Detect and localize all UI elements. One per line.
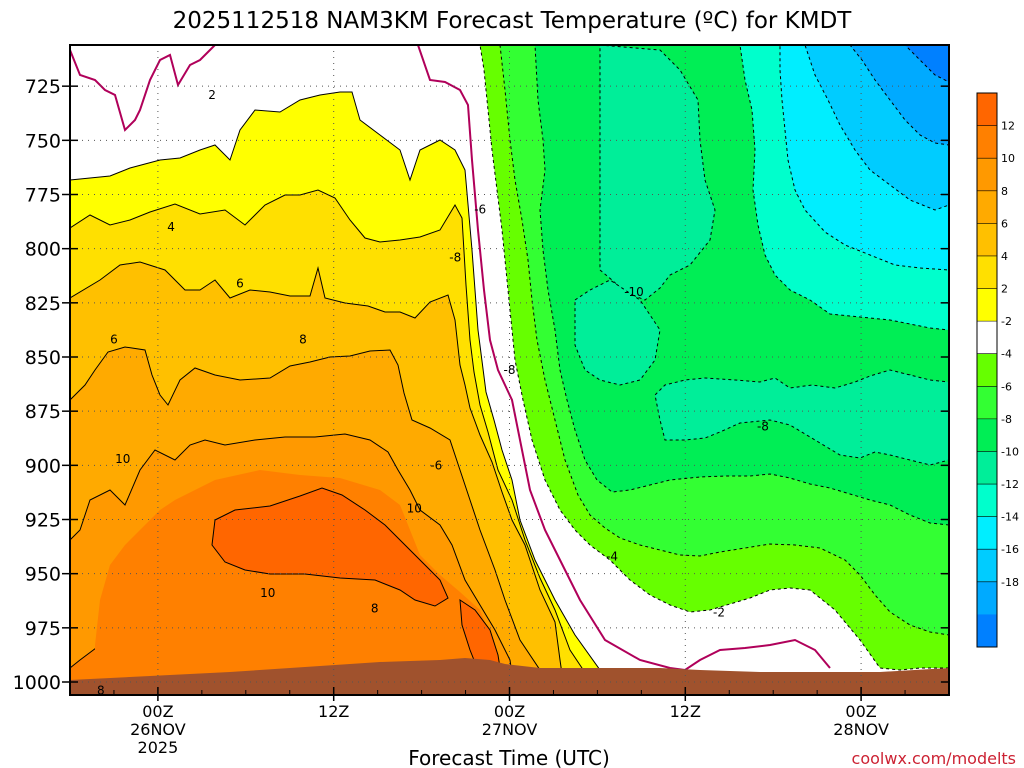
x-tick-label: 00Z bbox=[845, 702, 876, 721]
colorbar-swatch bbox=[977, 125, 997, 159]
colorbar-swatch bbox=[977, 516, 997, 550]
colorbar-swatch bbox=[977, 93, 997, 127]
colorbar-swatch bbox=[977, 321, 997, 355]
y-tick-label: 800 bbox=[25, 239, 61, 261]
contour-label: -2 bbox=[713, 606, 725, 620]
x-tick-label: 12Z bbox=[670, 702, 701, 721]
colorbar-label: -12 bbox=[1001, 478, 1019, 491]
chart-title: 2025112518 NAM3KM Forecast Temperature (… bbox=[173, 8, 853, 34]
contour-label: -8 bbox=[449, 250, 461, 264]
y-tick-label: 950 bbox=[25, 564, 61, 586]
x-tick-label: 26NOV bbox=[130, 720, 186, 739]
band-m8-main bbox=[600, 45, 949, 466]
contour-label: 6 bbox=[236, 276, 244, 290]
y-tick-label: 900 bbox=[25, 455, 61, 477]
colorbar: 12 10 8 6 4 2 -2 -4 -6 -8 -10 -12 -14 -16 -18 bbox=[976, 92, 1019, 648]
y-axis: 725 750 775 800 825 850 875 900 925 950 975 1000 bbox=[13, 76, 949, 694]
colorbar-swatch bbox=[977, 190, 997, 224]
colorbar-label: -14 bbox=[1001, 511, 1019, 524]
contour-label: 10 bbox=[260, 586, 275, 600]
y-tick-label: 775 bbox=[25, 185, 61, 207]
x-tick-label: 00Z bbox=[142, 702, 173, 721]
colorbar-swatch bbox=[977, 549, 997, 583]
band-m8-left bbox=[599, 45, 716, 301]
colorbar-swatch bbox=[977, 288, 997, 322]
contour-label: 10 bbox=[115, 452, 130, 466]
colorbar-label: 4 bbox=[1001, 250, 1008, 263]
x-tick-label: 12Z bbox=[318, 702, 349, 721]
contour-label: 6 bbox=[110, 333, 118, 347]
plot-area bbox=[70, 45, 949, 695]
freezing-line-main bbox=[417, 45, 831, 672]
y-tick-label: 975 bbox=[25, 618, 61, 640]
colorbar-swatch bbox=[977, 158, 997, 192]
y-tick-label: 850 bbox=[25, 347, 61, 369]
colorbar-label: -8 bbox=[1001, 413, 1012, 426]
x-tick-label: 27NOV bbox=[482, 720, 538, 739]
colorbar-swatch bbox=[977, 255, 997, 290]
band-m18-plus bbox=[904, 45, 949, 83]
colorbar-swatch bbox=[977, 451, 997, 485]
colorbar-swatch bbox=[977, 353, 997, 387]
contour-label: 8 bbox=[371, 601, 379, 615]
colorbar-swatch bbox=[977, 614, 997, 648]
colorbar-label: 8 bbox=[1001, 185, 1008, 198]
colorbar-swatch bbox=[977, 484, 997, 518]
colorbar-swatch bbox=[977, 386, 997, 420]
colorbar-label: -16 bbox=[1001, 543, 1019, 556]
y-tick-label: 925 bbox=[25, 510, 61, 532]
colorbar-label: -6 bbox=[1001, 380, 1012, 393]
y-tick-label: 725 bbox=[25, 76, 61, 98]
band-12plus bbox=[211, 487, 449, 607]
y-tick-label: 1000 bbox=[13, 672, 61, 694]
colorbar-label: 12 bbox=[1001, 120, 1015, 133]
colorbar-swatch bbox=[977, 581, 997, 615]
y-tick-label: 825 bbox=[25, 293, 61, 315]
contour-label: 10 bbox=[407, 502, 422, 516]
grid bbox=[70, 45, 949, 695]
contour-label: 8 bbox=[97, 684, 105, 698]
freezing-line-left bbox=[70, 45, 216, 132]
x-tick-label: 28NOV bbox=[833, 720, 889, 739]
colorbar-label: 2 bbox=[1001, 283, 1008, 296]
contour-label: -6 bbox=[430, 458, 442, 472]
colorbar-label: -18 bbox=[1001, 576, 1019, 589]
band-m8-channel bbox=[574, 279, 661, 386]
contour-label: 2 bbox=[208, 88, 216, 102]
x-axis-label: Forecast Time (UTC) bbox=[408, 746, 610, 768]
colorbar-frame bbox=[976, 92, 998, 648]
band-m16-m18 bbox=[849, 45, 949, 146]
colorbar-label: -4 bbox=[1001, 348, 1012, 361]
contour-label: -4 bbox=[606, 549, 618, 563]
contour-label: -8 bbox=[757, 419, 769, 433]
contour-labels: 2 4 6 6 8 10 10 8 10 8 -6 -8 -10 -8 -8 -6 -4 -2 bbox=[97, 88, 769, 698]
x-tick-label: 2025 bbox=[138, 738, 179, 757]
y-tick-label: 875 bbox=[25, 401, 61, 423]
contour-label: -8 bbox=[504, 363, 516, 377]
contour-label: 8 bbox=[299, 333, 307, 347]
colorbar-swatch bbox=[977, 223, 997, 257]
colorbar-swatch bbox=[977, 418, 997, 452]
ground-terrain bbox=[70, 658, 949, 695]
credit-link[interactable]: coolwx.com/modelts bbox=[852, 749, 1016, 768]
y-tick-label: 750 bbox=[25, 130, 61, 152]
colorbar-label: -10 bbox=[1001, 445, 1019, 458]
contour-label: -10 bbox=[624, 285, 644, 299]
band-10-warm-interior bbox=[95, 470, 495, 680]
colorbar-label: 6 bbox=[1001, 217, 1008, 230]
contour-label: 4 bbox=[167, 220, 175, 234]
colorbar-label: -2 bbox=[1001, 315, 1012, 328]
contour-label: -6 bbox=[474, 203, 486, 217]
colorbar-label: 10 bbox=[1001, 152, 1015, 165]
x-tick-label: 00Z bbox=[494, 702, 525, 721]
